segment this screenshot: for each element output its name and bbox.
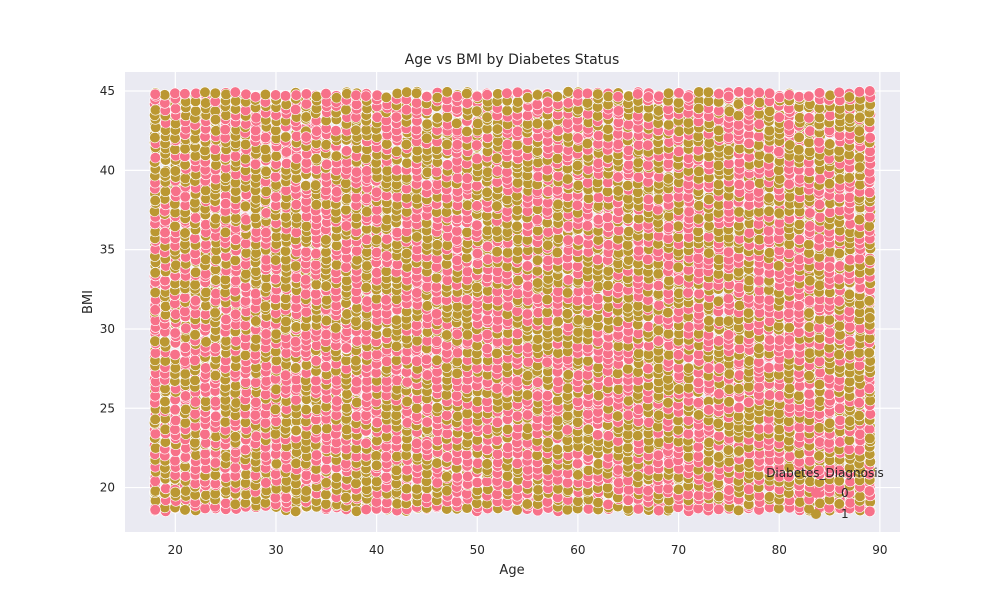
background-point-0 <box>180 88 191 99</box>
background-point-1 <box>210 370 221 381</box>
background-point-1 <box>211 275 222 286</box>
background-point-1 <box>190 375 201 386</box>
background-point-0 <box>170 103 181 114</box>
background-point-0 <box>180 471 191 482</box>
background-point-0 <box>180 356 191 367</box>
background-point-1 <box>180 505 191 516</box>
background-point-0 <box>220 498 231 509</box>
background-point-1 <box>210 213 221 224</box>
background-point-0 <box>180 391 191 402</box>
background-point-1 <box>210 308 221 319</box>
background-point-0 <box>200 429 211 440</box>
background-point-1 <box>180 418 191 429</box>
background-point-0 <box>210 396 221 407</box>
background-point-1 <box>160 167 171 178</box>
background-point-0 <box>200 503 211 514</box>
chart-title: Age vs BMI by Diabetes Status <box>405 52 620 68</box>
background-point-1 <box>180 143 191 154</box>
background-point-0 <box>200 219 211 230</box>
background-point-0 <box>190 355 201 366</box>
background-point-1 <box>180 173 191 184</box>
background-point-1 <box>150 105 161 116</box>
points <box>149 86 875 517</box>
background-point-1 <box>150 336 161 347</box>
background-point-1 <box>200 87 211 98</box>
background-point-0 <box>180 342 191 353</box>
background-point-1 <box>210 88 221 99</box>
background-point-0 <box>180 306 191 317</box>
background-point-1 <box>180 404 191 415</box>
background-point-0 <box>150 476 161 487</box>
background-point-1 <box>220 172 231 183</box>
background-point-0 <box>200 363 211 374</box>
background-point-1 <box>230 499 241 510</box>
background-point-1 <box>159 90 170 101</box>
background-point-0 <box>170 328 181 339</box>
background-point-1 <box>159 336 170 347</box>
background-point-1 <box>150 486 161 497</box>
background-point-1 <box>190 437 201 448</box>
background-point-1 <box>180 486 191 497</box>
background-point-1 <box>211 125 222 136</box>
background-point-1 <box>230 431 241 442</box>
background-point-0 <box>221 314 232 325</box>
background-point-0 <box>170 415 181 426</box>
background-point-0 <box>210 144 221 155</box>
background-point-1 <box>200 185 211 196</box>
background-point-0 <box>160 483 171 494</box>
background-point-1 <box>160 186 171 197</box>
background-point-1 <box>190 280 201 291</box>
background-point-1 <box>201 287 212 298</box>
background-point-1 <box>190 330 201 341</box>
background-point-1 <box>180 369 191 380</box>
background-point-1 <box>190 267 201 278</box>
background-point-1 <box>200 254 211 265</box>
background-point-0 <box>210 411 221 422</box>
background-point-0 <box>170 455 181 466</box>
background-point-1 <box>170 221 181 232</box>
background-point-1 <box>221 452 232 463</box>
background-point-0 <box>160 227 171 238</box>
background-point-0 <box>220 124 231 135</box>
background-point-0 <box>230 462 241 473</box>
background-point-1 <box>200 98 211 109</box>
background-point-0 <box>190 213 201 224</box>
background-point-1 <box>211 254 222 265</box>
background-point-0 <box>170 404 181 415</box>
background-point-0 <box>180 191 191 202</box>
background-point-1 <box>190 106 201 117</box>
background-point-0 <box>150 428 161 439</box>
background-point-1 <box>160 396 171 407</box>
background-point-1 <box>221 89 232 100</box>
background-point-1 <box>150 132 161 143</box>
background-point-0 <box>171 186 182 197</box>
background-point-1 <box>150 267 161 278</box>
background-point-0 <box>210 458 221 469</box>
background-point-0 <box>170 349 181 360</box>
background-point-0 <box>190 295 201 306</box>
background-point-1 <box>220 227 231 238</box>
background-point-1 <box>180 228 191 239</box>
background-point-0 <box>211 288 222 299</box>
background-point-0 <box>221 472 232 483</box>
background-point-0 <box>210 343 221 354</box>
background-point-1 <box>170 166 181 177</box>
background-point-0 <box>150 152 161 163</box>
background-point-1 <box>150 287 161 298</box>
background-point-0 <box>170 88 181 99</box>
background-point-0 <box>181 323 192 334</box>
background-point-0 <box>190 409 201 420</box>
background-point-0 <box>150 348 161 359</box>
background-point-1 <box>160 424 171 435</box>
background-point-1 <box>220 417 231 428</box>
